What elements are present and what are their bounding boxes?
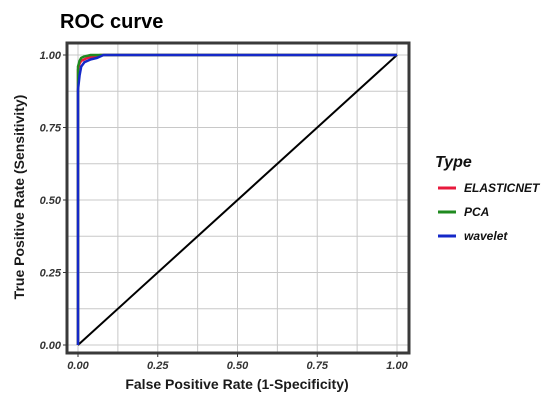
legend-title: Type bbox=[435, 154, 472, 171]
legend-label-elasticnet: ELASTICNET bbox=[464, 181, 541, 195]
reference-diagonal-line bbox=[77, 54, 398, 346]
x-axis-label: False Positive Rate (1-Specificity) bbox=[125, 376, 348, 392]
y-tick-label: 1.00 bbox=[40, 50, 62, 62]
legend-label-pca: PCA bbox=[464, 205, 489, 219]
series-line-wavelet bbox=[76, 53, 397, 345]
x-tick-label: 1.00 bbox=[386, 360, 408, 372]
y-axis-label: True Positive Rate (Sensitivity) bbox=[11, 95, 27, 300]
y-tick-label: 0.00 bbox=[40, 340, 62, 352]
y-tick-label: 0.50 bbox=[40, 195, 62, 207]
x-tick-label: 0.25 bbox=[147, 360, 169, 372]
y-tick-label: 0.75 bbox=[40, 123, 62, 135]
x-tick-label: 0.75 bbox=[307, 360, 329, 372]
plot-area: 0.00 0.25 0.50 0.75 1.00 0.00 0.25 0.50 0.75 1.00 bbox=[40, 41, 411, 372]
chart-title: ROC curve bbox=[60, 11, 163, 33]
x-tick-label: 0.00 bbox=[67, 360, 89, 372]
x-tick-label: 0.50 bbox=[227, 360, 249, 372]
y-tick-label: 0.25 bbox=[40, 268, 62, 280]
legend-label-wavelet: wavelet bbox=[464, 229, 508, 243]
legend: Type ELASTICNET PCA wavelet bbox=[435, 154, 541, 243]
